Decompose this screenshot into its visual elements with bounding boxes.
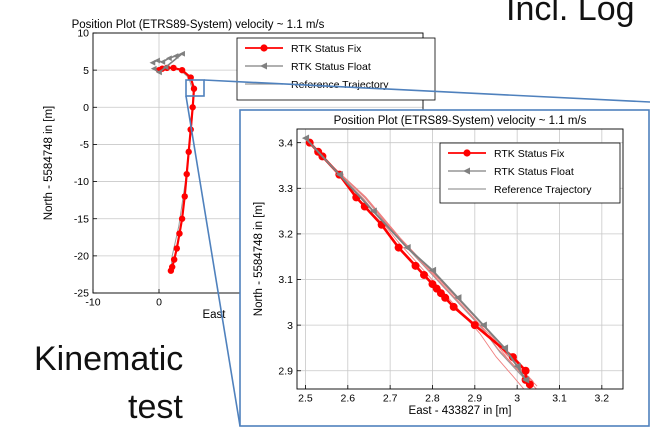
x-tick-label: 2.6 [341,393,356,405]
float-point [403,243,411,252]
y-axis-label: North - 5584748 in [m] [253,202,265,316]
fix-point [170,64,177,72]
legend-marker-float [463,167,470,175]
float-point [149,59,156,66]
y-tick-label: -25 [74,288,89,300]
plot-data [301,134,538,389]
x-tick-label: 2.9 [468,393,483,405]
x-tick-label: -10 [85,297,100,309]
fix-point [190,85,198,92]
x-axis-label: East - 433827 in [m] [409,405,512,417]
float-point [335,171,343,179]
x-tick-label: 3.1 [552,393,567,405]
fix-point [185,148,192,156]
fix-point [176,230,183,237]
float-point [179,50,185,57]
float-point [513,362,521,370]
legend-label: RTK Status Fix [291,43,362,55]
x-tick-label: 2.8 [425,393,440,405]
fix-point [187,74,194,81]
y-tick-label: -20 [74,251,89,263]
chart-title: Position Plot (ETRS89-System) velocity ~… [72,19,325,31]
float-point [301,134,310,142]
y-axis-label: North - 5584748 in [m] [43,106,55,220]
float-point [159,59,166,65]
legend-label: Reference Trajectory [494,184,592,196]
x-tick-label: 3 [514,393,520,405]
y-tick-label: 3.4 [278,137,293,149]
float-point [154,57,160,64]
fix-point [173,245,181,252]
series-line-float [304,137,527,381]
legend: RTK Status Fix RTK Status Float Reference … [439,142,621,204]
fix-point [181,193,188,200]
float-point [156,69,162,76]
legend-label: RTK Status Fix [494,148,565,160]
legend-label: RTK Status Float [291,61,371,73]
x-tick-label: 2.7 [383,393,398,405]
fix-point [411,261,420,270]
fix-point [178,66,186,74]
x-tick-label: 3.2 [595,393,610,405]
x-tick-label: 0 [156,297,162,309]
fix-point [420,270,429,279]
fix-point [508,353,517,362]
x-tick-label: 2.5 [298,393,313,405]
fix-point [167,267,175,274]
float-point [162,64,169,71]
y-tick-label: 5 [83,65,89,77]
y-tick-label: 3.2 [278,229,293,241]
x-axis-label: East [202,309,226,321]
y-tick-label: 3 [287,320,293,332]
fix-point [178,215,186,222]
fix-point [394,243,403,252]
fix-point [183,170,190,178]
zoom-callout [185,79,650,427]
zoom-line-top [203,79,650,103]
float-point [428,266,437,275]
y-tick-label: -15 [74,213,89,225]
zoom-source-box [185,79,205,97]
float-point [166,55,172,62]
y-tick-label: -5 [80,139,89,151]
float-point [454,294,462,302]
float-point [522,376,530,384]
float-point [172,53,179,59]
reference-trace-4 [305,137,538,389]
legend-marker-float [260,62,267,70]
caption-line-2: test [128,388,183,426]
fix-point [170,256,178,263]
y-tick-label: 3.1 [278,274,293,286]
fix-point [189,104,196,111]
zoomed-position-chart: 2.5 2.6 2.7 2.8 2.9 3 3.1 3.2 3.4 3.3 3.2 3.1 3 2.9 Po… [239,109,650,427]
y-tick-label: -10 [74,176,89,188]
fix-point [449,302,458,311]
y-tick-label: 0 [83,102,89,114]
legend-marker-fix [463,149,471,157]
plot-data [149,50,198,274]
fix-point [521,366,530,375]
axes-box [296,128,624,390]
legend-marker-fix [260,44,268,52]
zoom-line-bottom [185,95,241,427]
float-point [500,344,509,352]
fix-point [441,293,450,302]
fix-point [470,321,479,330]
float-point [150,65,157,72]
y-tick-label: 10 [77,28,89,40]
float-point [479,321,487,329]
caption-line-1: Kinematic [34,340,184,378]
y-tick-label: 3.3 [278,183,293,195]
slide-title-fragment: Incl. Log [506,0,635,28]
legend-label: RTK Status Float [494,166,574,178]
chart-title: Position Plot (ETRS89-System) velocity ~… [334,115,587,127]
y-tick-label: 2.9 [278,365,293,377]
float-point [369,207,377,215]
zoom-frame [239,109,650,427]
